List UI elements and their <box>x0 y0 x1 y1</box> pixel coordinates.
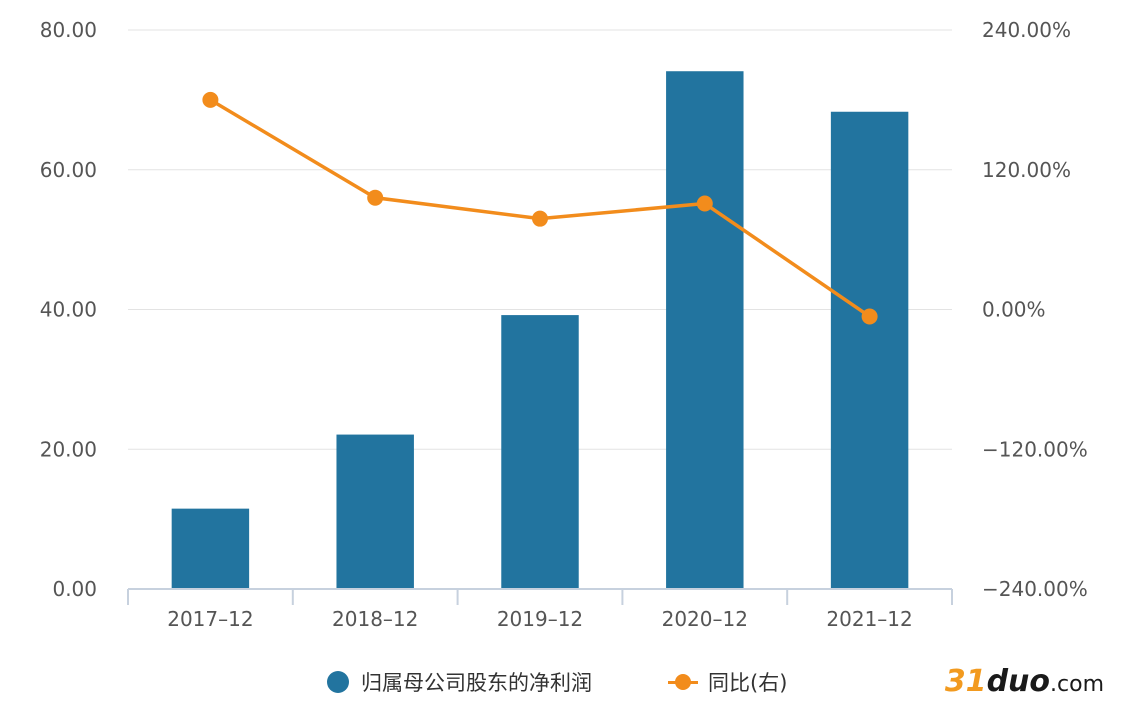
line-point <box>532 210 548 227</box>
series-line <box>209 98 871 318</box>
legend-label-bar: 归属母公司股东的净利润 <box>361 671 592 695</box>
legend-label-line: 同比(右) <box>708 671 788 695</box>
line-series <box>202 91 878 325</box>
line-point <box>202 91 219 108</box>
legend-line-icon <box>668 671 698 693</box>
right-tick-label: 120.00% <box>982 158 1071 182</box>
legend-dot-icon <box>327 671 349 693</box>
right-tick-label: 0.00% <box>982 298 1046 322</box>
bar <box>666 71 744 589</box>
x-tick-label: 2019–12 <box>497 607 583 631</box>
bar <box>336 434 414 589</box>
x-tick-label: 2018–12 <box>332 607 418 631</box>
left-tick-label: 20.00 <box>40 437 97 461</box>
left-tick-label: 0.00 <box>52 577 97 601</box>
bar <box>830 111 909 589</box>
line-point <box>861 308 878 325</box>
legend-item-line[interactable]: 同比(右) <box>668 664 787 700</box>
right-tick-label: −240.00% <box>982 577 1088 601</box>
bar <box>171 508 250 589</box>
legend: 归属母公司股东的净利润 同比(右) <box>0 664 1122 700</box>
watermark-logo: 31duo.com <box>944 664 1104 699</box>
x-tick-label: 2017–12 <box>167 607 253 631</box>
x-tick-label: 2020–12 <box>662 607 748 631</box>
line-point <box>367 189 384 206</box>
x-axis: 2017–12 2018–12 2019–12 2020–12 2021–12 <box>127 588 953 631</box>
left-tick-label: 60.00 <box>40 158 97 182</box>
left-tick-label: 80.00 <box>40 18 97 42</box>
left-tick-label: 40.00 <box>40 298 97 322</box>
combo-chart: 80.00 60.00 40.00 20.00 0.00 240.00% 120.00% 0… <box>40 18 1088 631</box>
bar <box>501 315 579 589</box>
right-tick-label: −120.00% <box>982 437 1088 461</box>
line-point <box>696 195 713 212</box>
left-axis-ticks: 80.00 60.00 40.00 20.00 0.00 <box>40 18 97 601</box>
x-tick-label: 2021–12 <box>826 607 912 631</box>
right-axis-ticks: 240.00% 120.00% 0.00% −120.00% −240.00% <box>982 18 1088 601</box>
bar-series <box>171 71 909 589</box>
legend-item-bar[interactable]: 归属母公司股东的净利润 <box>327 664 592 700</box>
right-tick-label: 240.00% <box>982 18 1071 42</box>
